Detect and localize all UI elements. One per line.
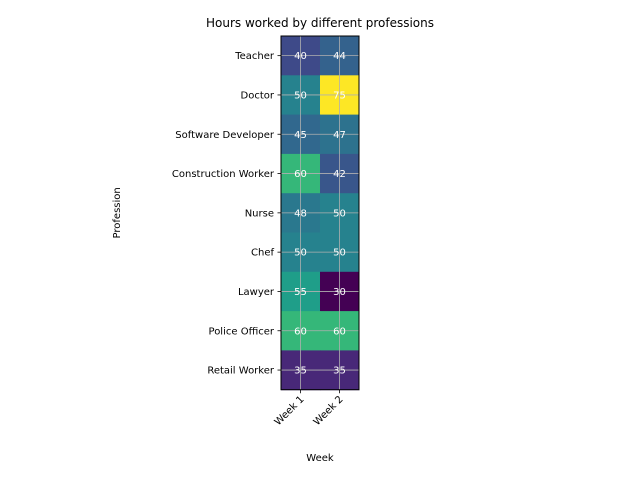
cell-value-label: 60 [294, 326, 307, 337]
y-tick-label: Doctor [241, 90, 275, 101]
cell-value-label: 42 [333, 169, 346, 180]
cell-value-label: 50 [294, 90, 307, 101]
cell-value-label: 44 [333, 51, 346, 62]
cell-value-label: 40 [294, 51, 307, 62]
x-axis-label: Week [306, 453, 334, 464]
y-tick-label: Lawyer [238, 287, 275, 298]
y-tick-label: Teacher [234, 51, 275, 62]
chart-title: Hours worked by different professions [206, 16, 434, 30]
cell-value-label: 47 [333, 130, 346, 141]
plot-frame [280, 35, 360, 391]
y-tick-label: Software Developer [175, 130, 275, 141]
y-tick-label: Retail Worker [207, 366, 275, 377]
cell-value-label: 35 [333, 366, 346, 377]
y-tick-label: Chef [251, 248, 274, 259]
cell-value-label: 30 [333, 287, 346, 298]
cell-value-label: 75 [333, 90, 346, 101]
cell-value-label: 60 [294, 169, 307, 180]
cell-value-labels: 40 44 50 75 45 47 60 42 48 50 50 50 55 30 60 60 35 35 [294, 51, 346, 376]
grid-lines [281, 36, 359, 390]
cell-value-label: 50 [333, 208, 346, 219]
y-tick-label: Nurse [245, 208, 274, 219]
y-axis-label: Profession [112, 187, 123, 238]
cell-value-label: 60 [333, 326, 346, 337]
cell-value-label: 45 [294, 130, 307, 141]
y-tick-label: Construction Worker [172, 169, 275, 180]
y-tick-label: Police Officer [209, 326, 275, 337]
x-tick-label: Week 1 [273, 394, 307, 428]
cell-value-label: 50 [333, 248, 346, 259]
cell-value-label: 35 [294, 366, 307, 377]
cell-value-label: 55 [294, 287, 307, 298]
cell-value-label: 48 [294, 208, 307, 219]
x-tick-label: Week 2 [312, 394, 346, 428]
cell-value-label: 50 [294, 248, 307, 259]
